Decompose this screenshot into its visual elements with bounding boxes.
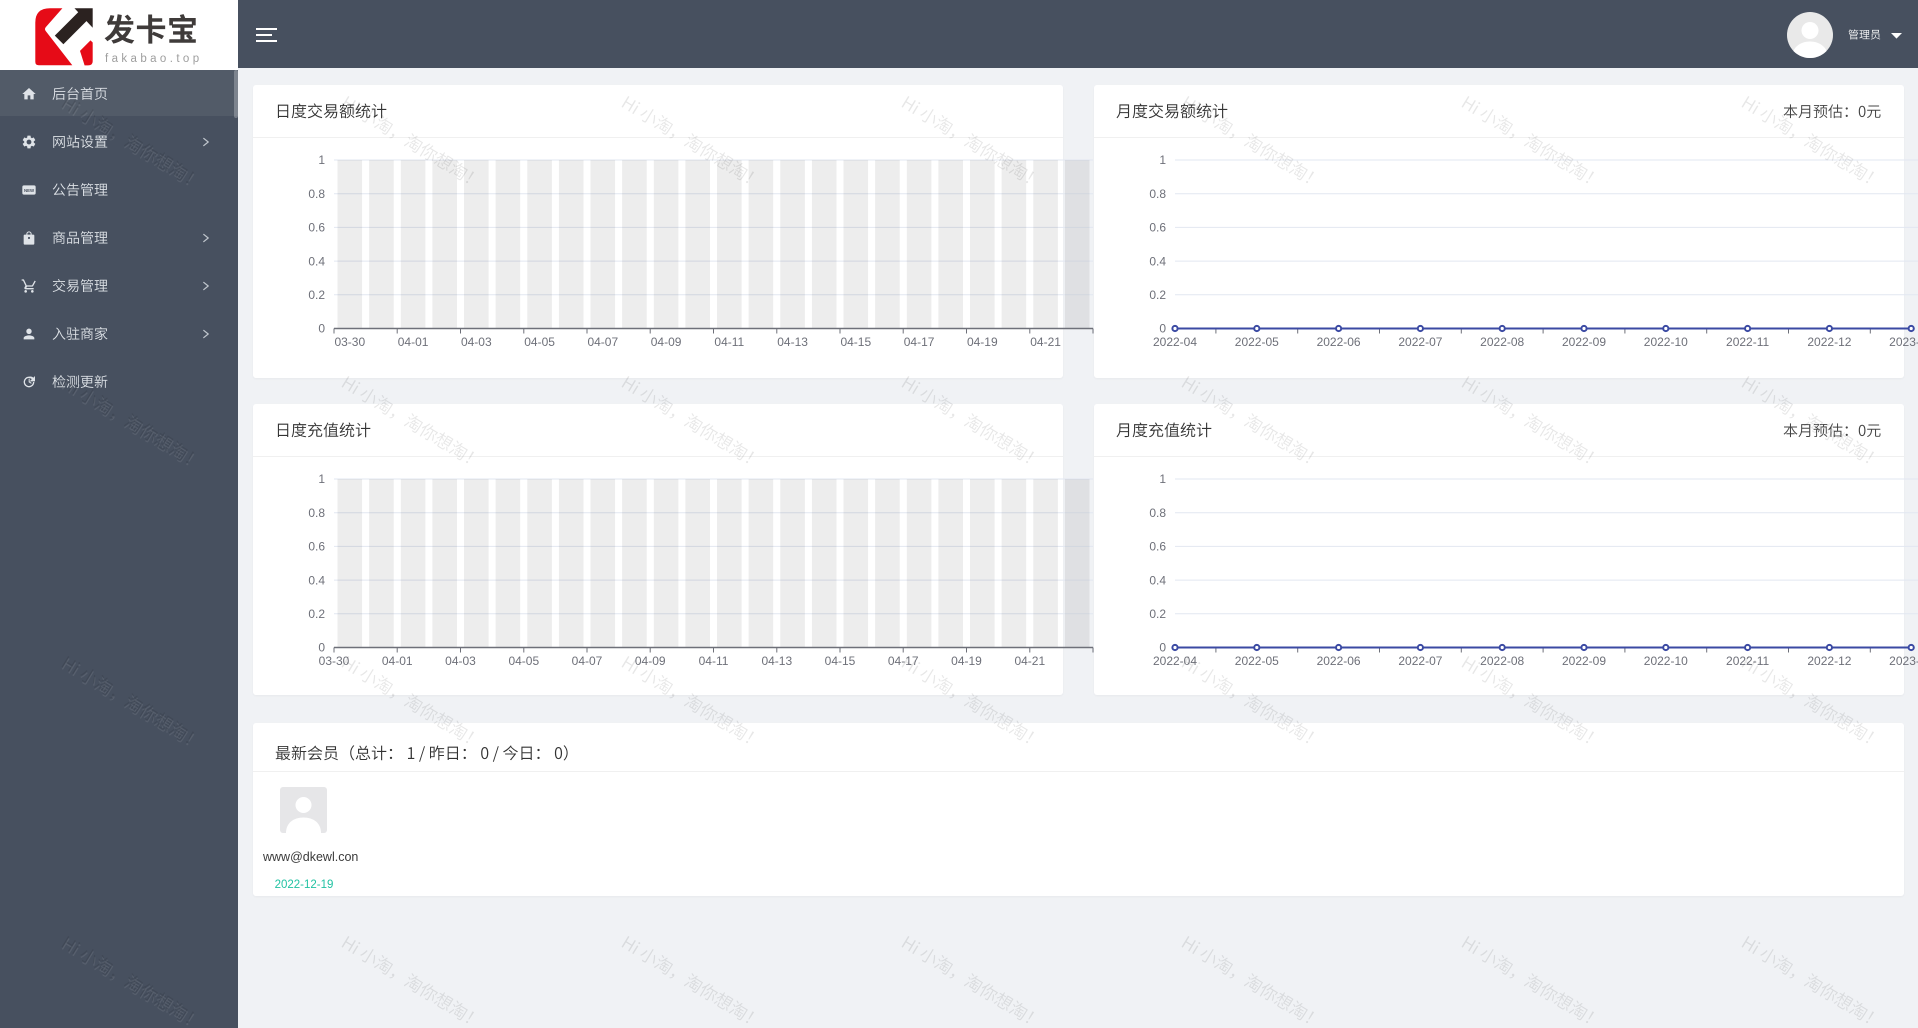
svg-text:04-11: 04-11: [715, 335, 745, 349]
svg-text:2022-10: 2022-10: [1644, 335, 1688, 349]
svg-text:0.2: 0.2: [309, 288, 326, 302]
svg-text:2022-05: 2022-05: [1235, 654, 1279, 668]
svg-text:04-21: 04-21: [1031, 335, 1062, 349]
svg-text:2022-04: 2022-04: [1153, 335, 1197, 349]
svg-text:0: 0: [1159, 321, 1166, 335]
svg-text:2022-08: 2022-08: [1480, 654, 1524, 668]
svg-text:1: 1: [1159, 472, 1166, 486]
svg-text:0.2: 0.2: [309, 607, 326, 621]
svg-text:2023-01: 2023-01: [1889, 335, 1918, 349]
svg-text:0.8: 0.8: [309, 505, 326, 519]
svg-text:04-01: 04-01: [382, 654, 413, 668]
svg-text:1: 1: [319, 472, 326, 486]
svg-text:04-21: 04-21: [1015, 654, 1046, 668]
svg-text:2022-09: 2022-09: [1562, 335, 1606, 349]
svg-text:04-07: 04-07: [572, 654, 603, 668]
svg-text:2023-01: 2023-01: [1889, 654, 1918, 668]
svg-text:0.8: 0.8: [1149, 186, 1166, 200]
svg-text:0.4: 0.4: [309, 254, 326, 268]
svg-text:03-30: 03-30: [335, 335, 366, 349]
svg-text:04-19: 04-19: [952, 654, 983, 668]
svg-text:04-01: 04-01: [398, 335, 429, 349]
svg-text:2022-12: 2022-12: [1807, 654, 1851, 668]
svg-text:1: 1: [319, 153, 326, 167]
svg-text:04-15: 04-15: [825, 654, 856, 668]
svg-text:0.4: 0.4: [309, 573, 326, 587]
svg-text:04-17: 04-17: [904, 335, 935, 349]
svg-text:2022-07: 2022-07: [1398, 335, 1442, 349]
svg-text:2022-06: 2022-06: [1317, 654, 1361, 668]
svg-text:1: 1: [1159, 153, 1166, 167]
svg-text:04-03: 04-03: [446, 654, 477, 668]
svg-text:NEW: NEW: [23, 188, 34, 193]
svg-text:04-15: 04-15: [841, 335, 872, 349]
svg-text:2022-11: 2022-11: [1726, 335, 1769, 349]
svg-text:0: 0: [319, 321, 326, 335]
svg-text:0.4: 0.4: [1149, 573, 1166, 587]
svg-text:04-05: 04-05: [509, 654, 540, 668]
svg-text:0.6: 0.6: [309, 539, 326, 553]
svg-text:0: 0: [319, 640, 326, 654]
svg-text:04-19: 04-19: [967, 335, 998, 349]
svg-text:04-09: 04-09: [635, 654, 666, 668]
svg-text:2022-07: 2022-07: [1398, 654, 1442, 668]
svg-text:0.2: 0.2: [1149, 288, 1166, 302]
svg-text:2022-11: 2022-11: [1726, 654, 1769, 668]
svg-text:0: 0: [1159, 640, 1166, 654]
svg-text:2022-05: 2022-05: [1235, 335, 1279, 349]
svg-text:0.8: 0.8: [1149, 505, 1166, 519]
svg-text:04-17: 04-17: [888, 654, 919, 668]
svg-text:2022-12: 2022-12: [1807, 335, 1851, 349]
svg-text:0.2: 0.2: [1149, 607, 1166, 621]
svg-text:2022-04: 2022-04: [1153, 654, 1197, 668]
svg-text:04-05: 04-05: [525, 335, 556, 349]
svg-text:0.6: 0.6: [1149, 220, 1166, 234]
svg-text:2022-08: 2022-08: [1480, 335, 1524, 349]
svg-text:04-13: 04-13: [762, 654, 793, 668]
svg-text:0.6: 0.6: [309, 220, 326, 234]
svg-text:0.4: 0.4: [1149, 254, 1166, 268]
svg-text:2022-09: 2022-09: [1562, 654, 1606, 668]
svg-text:04-09: 04-09: [651, 335, 682, 349]
svg-text:2022-06: 2022-06: [1317, 335, 1361, 349]
svg-text:04-03: 04-03: [461, 335, 492, 349]
svg-text:03-30: 03-30: [319, 654, 350, 668]
svg-text:04-07: 04-07: [588, 335, 619, 349]
svg-text:0.8: 0.8: [309, 186, 326, 200]
svg-text:04-13: 04-13: [778, 335, 809, 349]
svg-text:04-11: 04-11: [699, 654, 729, 668]
svg-text:2022-10: 2022-10: [1644, 654, 1688, 668]
svg-text:0.6: 0.6: [1149, 539, 1166, 553]
